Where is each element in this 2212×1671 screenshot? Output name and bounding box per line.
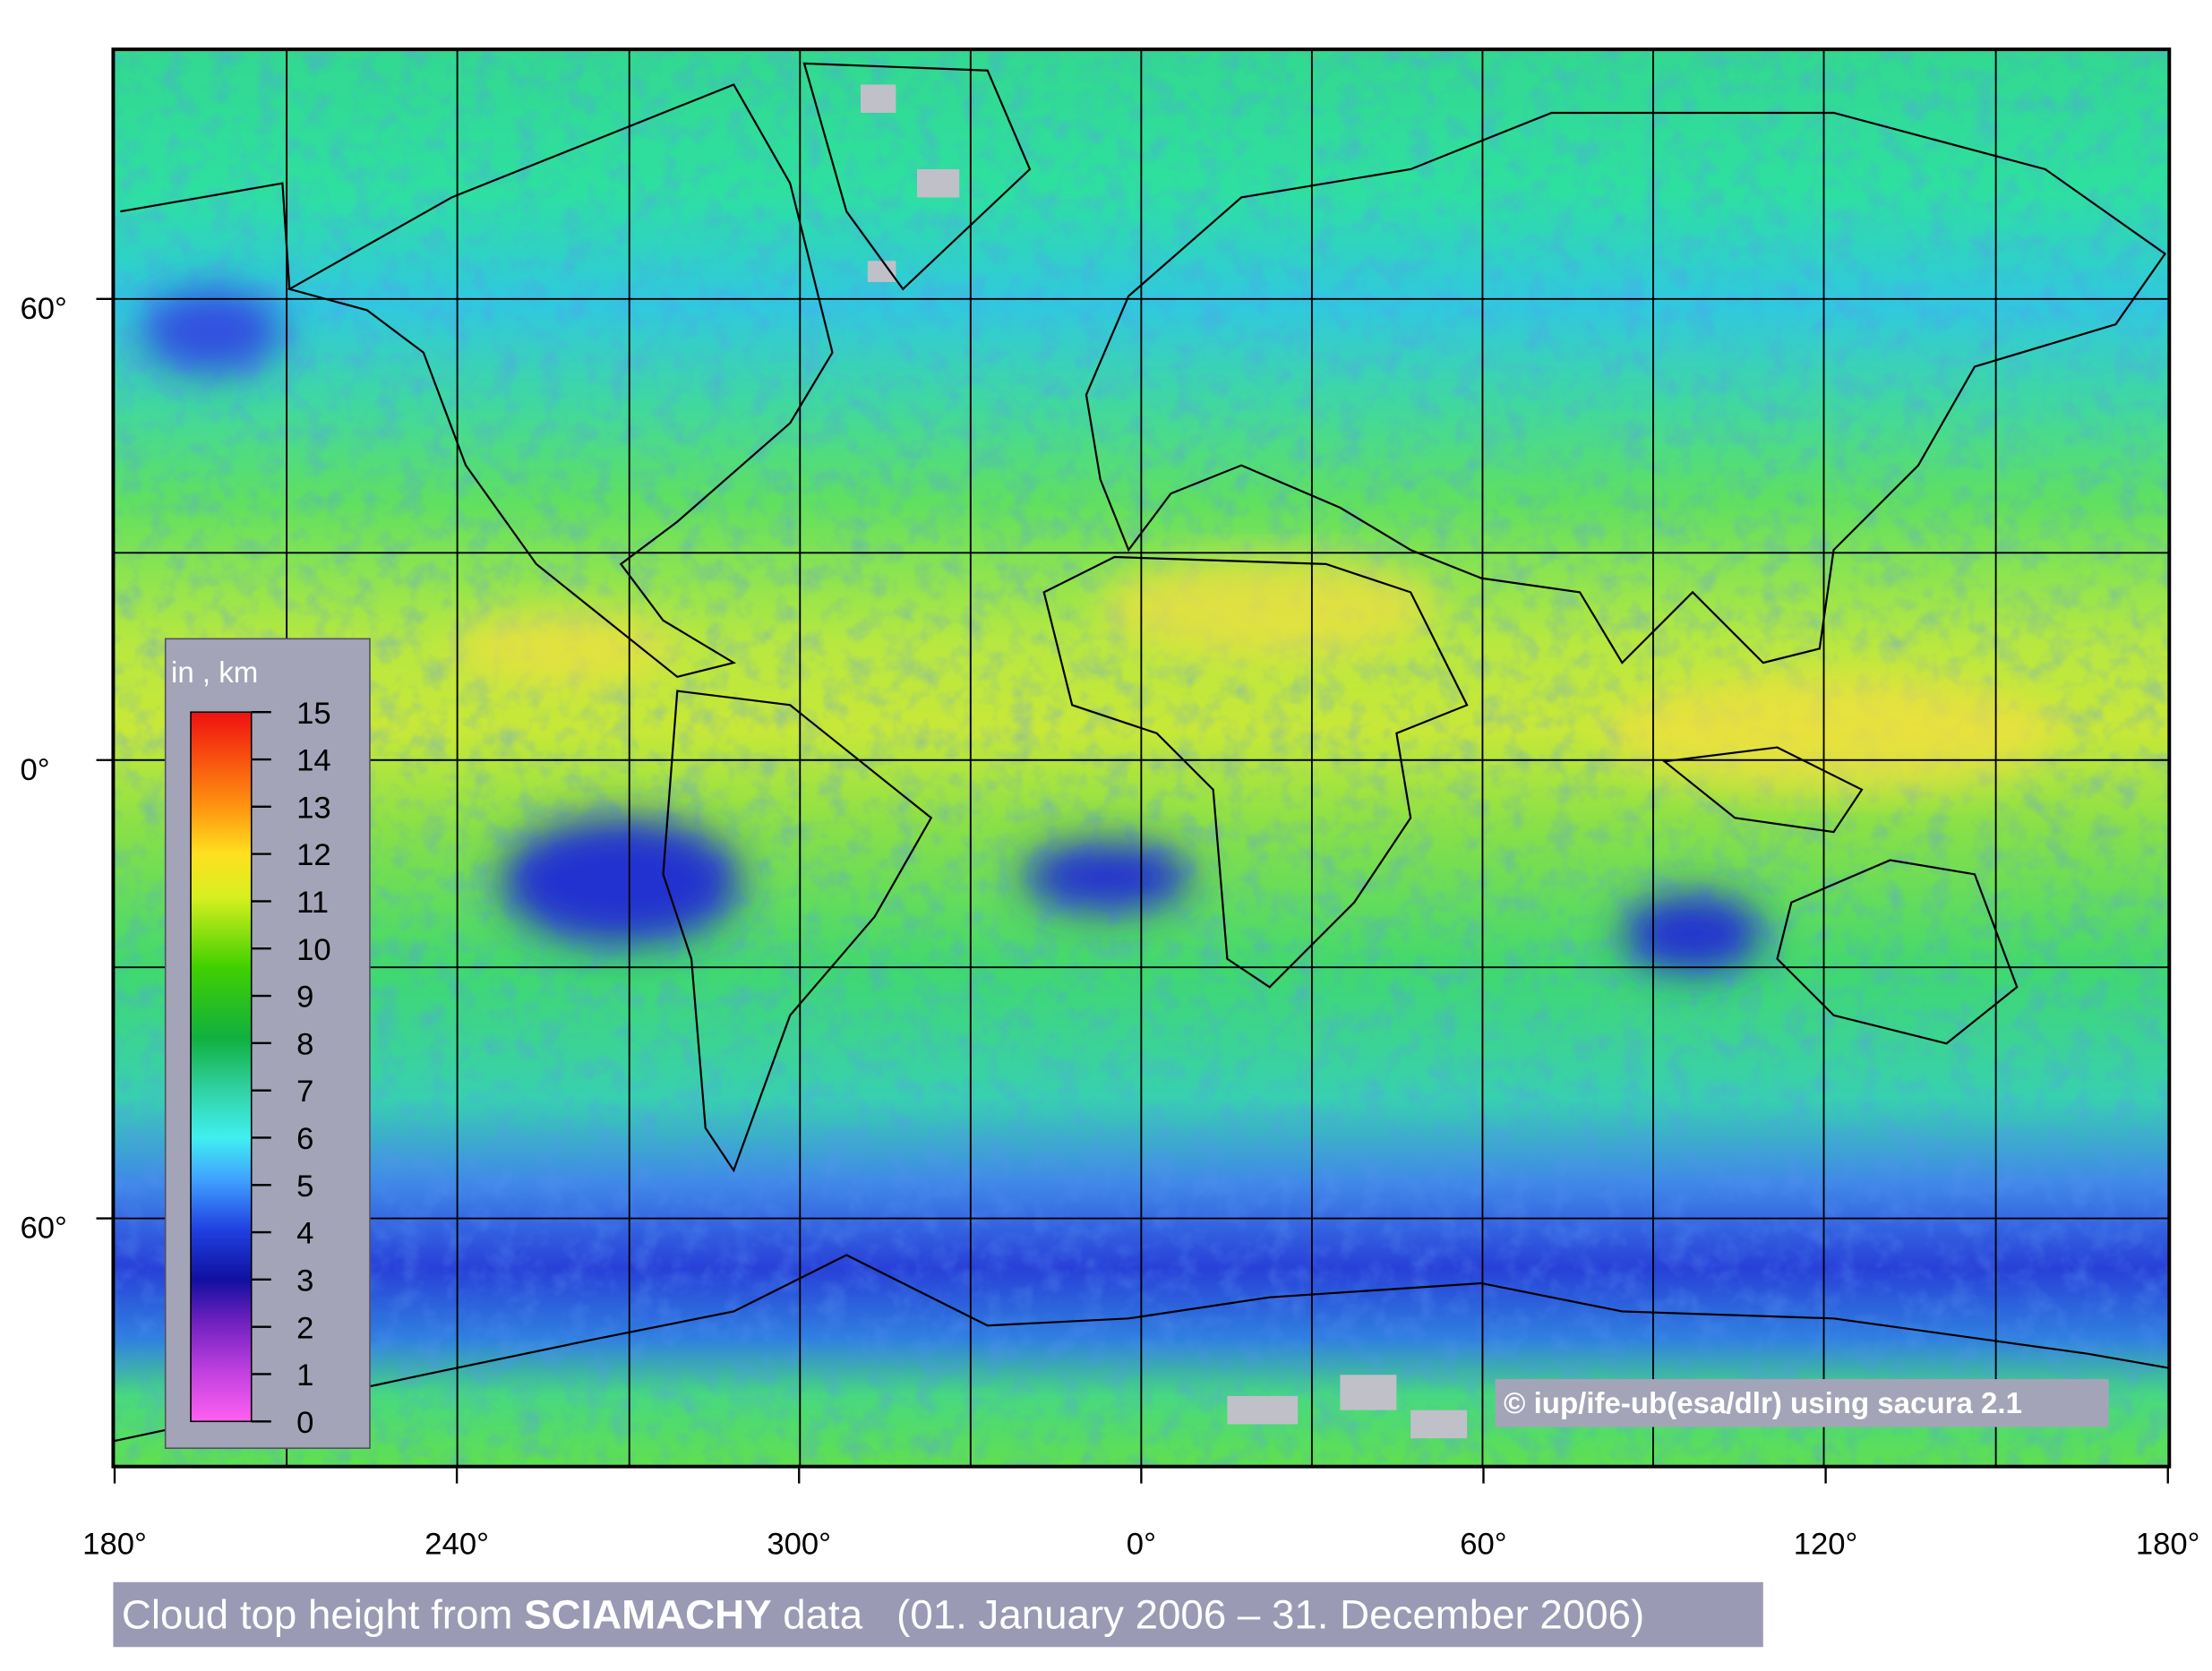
title: Cloud top height from SCIAMACHY data (01… xyxy=(122,1592,1644,1638)
longitude-label: 300° xyxy=(767,1527,831,1561)
latitude-label: 60° xyxy=(20,1212,66,1246)
colorbar-tick-label: 1 xyxy=(296,1358,313,1392)
colorbar-tick-label: 12 xyxy=(296,838,331,872)
credit: © iup/ife-ub(esa/dlr) using sacura 2.1 xyxy=(1504,1387,2022,1420)
longitude-label: 120° xyxy=(1794,1527,1858,1561)
title-prefix: Cloud top height from xyxy=(122,1592,513,1638)
colorbar-tick-label: 7 xyxy=(296,1075,313,1109)
cloud-field xyxy=(113,49,2170,1467)
latitude-label: 60° xyxy=(20,292,66,326)
colorbar-tick-label: 10 xyxy=(296,933,331,967)
colorbar-tick-label: 11 xyxy=(296,886,329,920)
longitude-label: 240° xyxy=(424,1527,489,1561)
colorbar-scale xyxy=(190,711,253,1423)
longitude-label: 180° xyxy=(2136,1527,2200,1561)
title-emphasis: SCIAMACHY xyxy=(524,1592,771,1638)
title-panel xyxy=(113,1581,1763,1648)
colorbar-tick-label: 15 xyxy=(296,697,331,731)
colorbar-tick-label: 4 xyxy=(296,1217,313,1251)
colorbar-tick-label: 9 xyxy=(296,981,313,1015)
longitude-label: 180° xyxy=(82,1527,147,1561)
colorbar-label: in , km xyxy=(171,656,258,690)
longitude-label: 0° xyxy=(1127,1527,1156,1561)
longitude-axis: 180° 240° 300° 0° 60° 120° 180° xyxy=(82,1466,2200,1561)
colorbar-tick-label: 0 xyxy=(296,1406,313,1440)
credit-panel xyxy=(1495,1379,2109,1427)
colorbar-tick-label: 2 xyxy=(296,1311,313,1345)
colorbar-tick-label: 8 xyxy=(296,1027,313,1061)
colorbar-tick-label: 3 xyxy=(296,1264,313,1298)
latitude-label: 0° xyxy=(20,753,49,787)
colorbar-tick-label: 5 xyxy=(296,1170,313,1204)
coastlines xyxy=(113,62,2168,1443)
colorbar-tick-label: 13 xyxy=(296,791,331,825)
colorbar-tick-label: 14 xyxy=(296,744,331,778)
latitude-axis: 60° 0° 60° xyxy=(20,292,114,1246)
colorbar-tick-label: 6 xyxy=(296,1122,313,1156)
title-suffix: data (01. January 2006 – 31. December 20… xyxy=(783,1592,1644,1638)
longitude-label: 60° xyxy=(1460,1527,1506,1561)
